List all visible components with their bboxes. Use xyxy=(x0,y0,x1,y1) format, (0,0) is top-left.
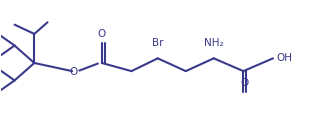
Text: O: O xyxy=(70,67,78,77)
Text: O: O xyxy=(98,29,106,39)
Text: O: O xyxy=(241,78,249,88)
Text: Br: Br xyxy=(152,38,164,48)
Text: NH₂: NH₂ xyxy=(204,38,223,48)
Text: OH: OH xyxy=(276,53,292,63)
